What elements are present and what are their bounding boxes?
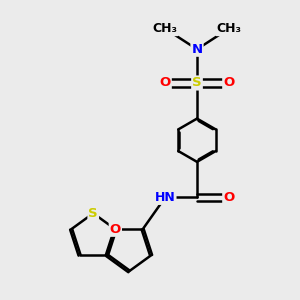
Text: O: O xyxy=(223,76,235,89)
Text: HN: HN xyxy=(155,191,176,204)
Text: S: S xyxy=(88,207,98,220)
Text: CH₃: CH₃ xyxy=(153,22,178,35)
Text: O: O xyxy=(223,191,235,204)
Text: CH₃: CH₃ xyxy=(216,22,242,35)
Text: O: O xyxy=(110,223,121,236)
Text: S: S xyxy=(192,76,202,89)
Text: N: N xyxy=(191,43,203,56)
Text: O: O xyxy=(160,76,171,89)
